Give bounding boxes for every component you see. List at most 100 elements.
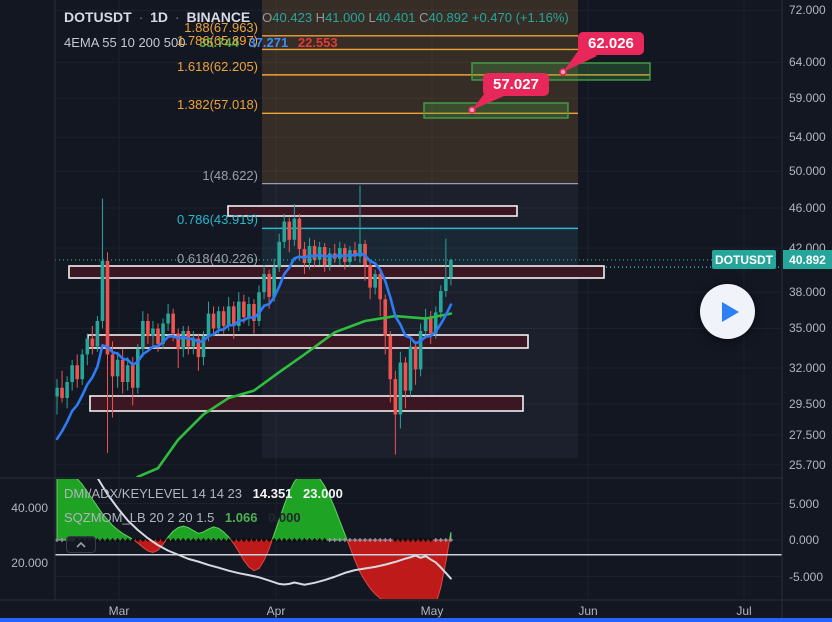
- ema-indicator-row[interactable]: 4EMA 55 10 200 500 35.744 37.271 22.553: [64, 35, 338, 50]
- indicator-left-axis-label: 40.000: [11, 501, 48, 515]
- play-icon: [721, 301, 739, 322]
- candle-body: [85, 338, 90, 355]
- candle-body: [226, 306, 231, 326]
- candle-body: [120, 359, 125, 383]
- timeframe[interactable]: 1D: [150, 9, 169, 25]
- resistance-zones[interactable]: [68, 205, 605, 412]
- candle-body: [312, 245, 317, 260]
- price-axis-label: 46.000: [789, 200, 826, 215]
- price-axis-label: 64.000: [789, 55, 826, 70]
- sqzmom-zero-value: 0.000: [268, 510, 301, 525]
- candle-body: [70, 365, 74, 383]
- candle-body: [327, 253, 332, 266]
- candle-body: [146, 320, 150, 337]
- candle-body: [130, 365, 135, 388]
- candle-body: [272, 267, 276, 297]
- candle-body: [141, 320, 145, 350]
- squeeze-momentum-positive: [56, 479, 452, 541]
- candle-body: [90, 338, 95, 347]
- candle-body: [156, 328, 160, 344]
- candle-body: [353, 250, 357, 257]
- indicator-axis-label: -5.000: [789, 569, 824, 584]
- price-axis-label: 38.000: [789, 285, 826, 300]
- candle-body: [393, 379, 398, 415]
- candle-body: [292, 218, 297, 240]
- candle-body: [413, 346, 418, 370]
- last-price-axis-flag: 40.892: [783, 250, 832, 270]
- candle-body: [196, 338, 201, 358]
- candle-body: [95, 320, 100, 347]
- chevron-up-icon: [76, 541, 86, 548]
- candle-body: [433, 312, 438, 334]
- candle-body: [55, 387, 59, 397]
- candle-body: [242, 301, 246, 318]
- candle-body: [368, 265, 372, 288]
- resistance-zone-box[interactable]: [227, 205, 518, 217]
- price-axis-label: 54.000: [789, 130, 826, 145]
- ema-indicator-label: 4EMA 55 10 200 500: [64, 35, 186, 50]
- price-axis-label: 35.000: [789, 321, 826, 336]
- time-axis-month-label[interactable]: Jun: [578, 604, 598, 618]
- sqzmom-value: 1.066: [224, 510, 258, 525]
- candle-body: [75, 365, 79, 380]
- price-signpost-upper[interactable]: 62.026: [578, 32, 644, 55]
- time-axis-month-label[interactable]: Jul: [736, 604, 752, 618]
- time-axis-month-label[interactable]: Mar: [108, 604, 130, 618]
- candle-body: [252, 303, 256, 321]
- squeeze-state-markers: [55, 538, 453, 542]
- collapse-pane-button[interactable]: [66, 536, 96, 553]
- resistance-zone-box[interactable]: [68, 265, 605, 279]
- candle-body: [100, 260, 105, 321]
- fib-anchor-dot[interactable]: [559, 68, 567, 76]
- fib-level-label: 1.382(57.018): [177, 97, 258, 113]
- candle-body: [257, 292, 261, 321]
- price-axis-label: 32.000: [789, 361, 826, 375]
- sqzmom-indicator-row[interactable]: SQZMOM_LB 20 2 20 1.5 1.066 0.000: [64, 510, 301, 525]
- resistance-zone-box[interactable]: [89, 395, 524, 412]
- candle-body: [237, 301, 241, 326]
- indicator-axis-label: 5.000: [789, 496, 820, 511]
- candle-body: [262, 274, 266, 293]
- target-zone-box[interactable]: [423, 102, 569, 119]
- price-axis-label: 50.000: [789, 164, 826, 179]
- symbol-name[interactable]: DOTUSDT: [64, 9, 132, 25]
- ema-slow-line: [135, 312, 453, 477]
- candle-body: [115, 359, 120, 377]
- candle-body: [65, 382, 69, 398]
- candle-body: [176, 333, 180, 350]
- candle-body: [105, 260, 110, 355]
- candle-body: [191, 338, 196, 347]
- candle-body: [201, 336, 206, 358]
- header-separator: ·: [138, 9, 144, 25]
- candle-body: [211, 313, 216, 329]
- candle-body: [231, 306, 236, 326]
- candle-body: [136, 349, 140, 388]
- dmi-indicator-row[interactable]: DMI/ADX/KEYLEVEL 14 14 23 14.351 23.000: [64, 486, 343, 501]
- dmi-indicator-label: DMI/ADX/KEYLEVEL 14 14 23: [64, 486, 243, 501]
- candle-body: [171, 313, 175, 334]
- candle-body: [388, 336, 393, 380]
- candle-body: [206, 313, 211, 337]
- price-signpost-lower[interactable]: 57.027: [483, 73, 549, 96]
- time-axis-month-label[interactable]: May: [420, 604, 444, 618]
- indicator-axis-label: 0.000: [789, 533, 820, 547]
- candle-body: [297, 218, 302, 250]
- candle-body: [338, 248, 342, 259]
- candle-body: [277, 241, 281, 268]
- candle-body: [125, 365, 130, 383]
- fib-anchor-dot[interactable]: [468, 106, 476, 114]
- header-separator: ·: [174, 9, 180, 25]
- candle-body: [423, 317, 428, 332]
- fib-level-label: 1.786(65.897): [177, 33, 258, 49]
- candle-body: [408, 346, 413, 391]
- dmi-value-keylevel: 23.000: [303, 486, 343, 501]
- play-button[interactable]: [700, 284, 755, 339]
- ema-value-green: 35.744: [199, 35, 239, 50]
- candle-body: [181, 331, 186, 350]
- candle-body: [151, 328, 155, 337]
- squeeze-momentum-negative: [132, 539, 451, 599]
- price-axis-label: 25.700: [789, 457, 826, 472]
- time-axis-month-label[interactable]: Apr: [266, 604, 286, 618]
- candle-body: [398, 362, 403, 415]
